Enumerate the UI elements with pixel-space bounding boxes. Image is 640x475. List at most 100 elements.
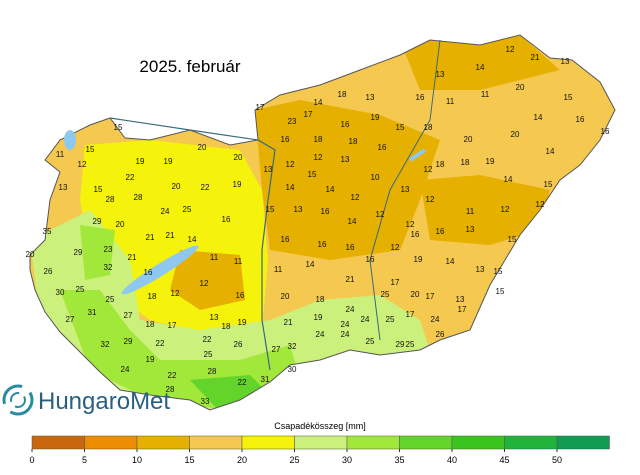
station-value: 21	[166, 231, 175, 240]
station-value: 13	[366, 93, 375, 102]
station-value: 18	[222, 322, 231, 331]
station-value: 12	[424, 165, 433, 174]
station-value: 18	[338, 90, 347, 99]
station-value: 13	[210, 313, 219, 322]
station-value: 12	[314, 153, 323, 162]
station-value: 14	[546, 147, 555, 156]
legend-swatch	[451, 435, 505, 450]
station-value: 17	[256, 103, 265, 112]
station-value: 17	[391, 278, 400, 287]
legend-swatch	[399, 435, 453, 450]
legend-swatch	[31, 435, 85, 450]
station-value: 29	[93, 217, 102, 226]
station-value: 23	[104, 245, 113, 254]
station-value: 16	[281, 235, 290, 244]
station-value: 18	[314, 135, 323, 144]
station-value: 12	[536, 200, 545, 209]
station-value: 24	[361, 315, 370, 324]
station-value: 14	[446, 257, 455, 266]
legend-swatch	[84, 435, 138, 450]
station-value: 13	[561, 57, 570, 66]
station-value: 20	[464, 135, 473, 144]
station-value: 16	[436, 227, 445, 236]
station-value: 13	[436, 70, 445, 79]
station-value: 28	[106, 195, 115, 204]
station-value: 13	[341, 155, 350, 164]
station-value: 29	[396, 340, 405, 349]
station-value: 22	[201, 183, 210, 192]
station-value: 18	[349, 137, 358, 146]
legend-tick-label: 0	[29, 455, 34, 465]
station-value: 24	[431, 315, 440, 324]
station-value: 12	[351, 193, 360, 202]
station-value: 12	[78, 160, 87, 169]
station-value: 30	[56, 288, 65, 297]
legend-tick-label: 40	[447, 455, 457, 465]
legend-tick-label: 35	[394, 455, 404, 465]
station-value: 23	[288, 117, 297, 126]
station-value: 13	[476, 265, 485, 274]
station-value: 14	[476, 63, 485, 72]
station-value: 13	[401, 185, 410, 194]
station-value: 24	[161, 207, 170, 216]
station-value: 14	[348, 217, 357, 226]
station-value: 14	[188, 235, 197, 244]
station-value: 13	[456, 295, 465, 304]
station-value: 19	[146, 355, 155, 364]
station-value: 25	[406, 340, 415, 349]
station-value: 32	[104, 263, 113, 272]
station-value: 14	[326, 185, 335, 194]
station-value: 14	[504, 175, 513, 184]
station-value: 19	[238, 318, 247, 327]
station-value: 16	[366, 255, 375, 264]
station-value: 16	[281, 135, 290, 144]
map-fill	[30, 35, 615, 410]
station-value: 15	[86, 145, 95, 154]
legend-swatch	[136, 435, 190, 450]
station-value: 10	[371, 173, 380, 182]
station-value: 16	[346, 243, 355, 252]
legend-tick-label: 5	[82, 455, 87, 465]
lake-tisza	[408, 148, 427, 162]
station-value: 19	[371, 113, 380, 122]
station-value: 16	[318, 240, 327, 249]
legend-swatch	[346, 435, 400, 450]
station-value: 11	[481, 90, 490, 99]
station-value: 11	[274, 265, 283, 274]
station-value: 21	[346, 275, 355, 284]
station-value: 14	[286, 183, 295, 192]
station-value: 28	[208, 367, 217, 376]
station-value: 26	[234, 340, 243, 349]
river-danube	[109, 117, 276, 371]
station-value: 11	[56, 150, 65, 159]
legend-swatch	[189, 435, 243, 450]
station-value: 28	[166, 385, 175, 394]
station-value: 22	[238, 378, 247, 387]
station-value: 33	[201, 397, 210, 406]
station-value: 12	[501, 205, 510, 214]
station-value: 25	[183, 205, 192, 214]
station-value: 26	[436, 330, 445, 339]
station-value: 17	[426, 292, 435, 301]
station-value: 15	[114, 123, 123, 132]
station-value: 19	[486, 157, 495, 166]
station-value: 31	[88, 308, 97, 317]
station-value: 15	[266, 205, 275, 214]
station-value: 18	[436, 160, 445, 169]
station-value: 11	[210, 253, 219, 262]
logo-icon-inner	[10, 392, 26, 408]
station-value: 13	[59, 183, 68, 192]
station-value: 15	[508, 235, 517, 244]
logo-text: HungaroMet	[38, 388, 170, 415]
station-value: 35	[43, 227, 52, 236]
station-value: 18	[461, 158, 470, 167]
station-value: 11	[466, 207, 475, 216]
lake-balaton	[121, 245, 199, 295]
station-value: 25	[204, 350, 213, 359]
station-value: 18	[424, 123, 433, 132]
station-value: 27	[66, 315, 75, 324]
station-value: 22	[168, 371, 177, 380]
station-value: 12	[426, 195, 435, 204]
station-value: 12	[391, 243, 400, 252]
